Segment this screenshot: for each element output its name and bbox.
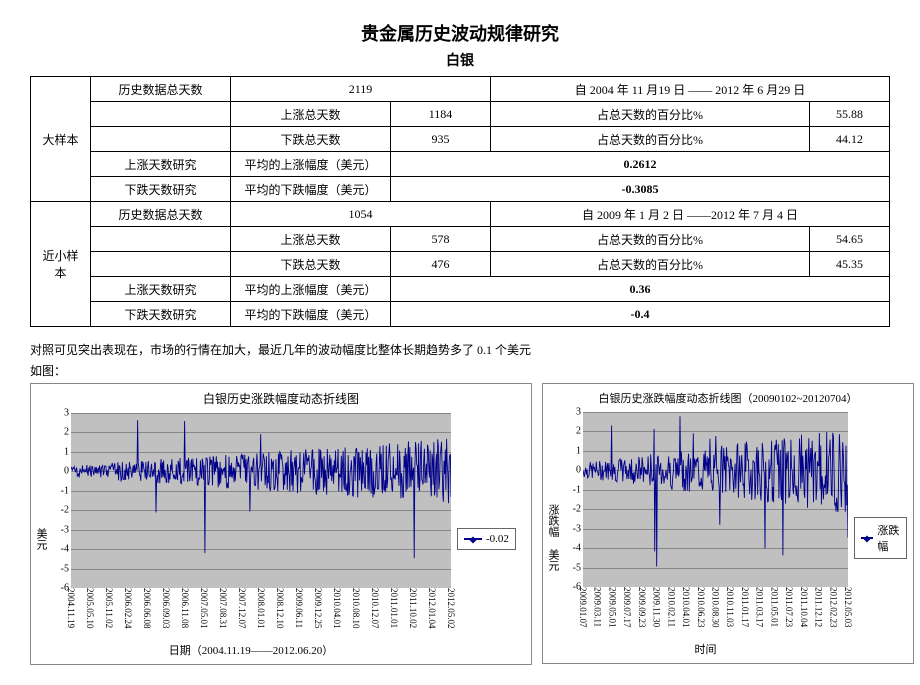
cell bbox=[91, 227, 231, 252]
data-table: 大样本 历史数据总天数 2119 自 2004 年 11 月19 日 —— 20… bbox=[30, 76, 890, 327]
chart-2-legend: 涨跌幅 bbox=[854, 517, 907, 559]
cell: -0.3085 bbox=[391, 177, 890, 202]
cell: 占总天数的百分比% bbox=[491, 252, 810, 277]
cell: 上涨总天数 bbox=[231, 102, 391, 127]
cell: 578 bbox=[391, 227, 491, 252]
cell: 平均的上涨幅度（美元） bbox=[231, 152, 391, 177]
chart-1-legend-text: -0.02 bbox=[486, 533, 509, 545]
cell: 55.88 bbox=[810, 102, 890, 127]
legend-line-icon bbox=[464, 538, 482, 540]
chart-1-xticks: 2004.11.192005.05.102005.11.022006.02.24… bbox=[71, 588, 451, 638]
charts-container: 白银历史涨跌幅度动态折线图 美元 2004.11.192005.05.10200… bbox=[30, 383, 890, 665]
note-line-2: 如图： bbox=[30, 362, 890, 379]
cell: 下跌总天数 bbox=[231, 127, 391, 152]
big-sample-label: 大样本 bbox=[31, 77, 91, 202]
page-subtitle: 白银 bbox=[30, 50, 890, 70]
cell: 自 2009 年 1 月 2 日 ——2012 年 7 月 4 日 bbox=[491, 202, 890, 227]
page-title: 贵金属历史波动规律研究 bbox=[30, 20, 890, 46]
cell: 54.65 bbox=[810, 227, 890, 252]
cell: 0.36 bbox=[391, 277, 890, 302]
cell: 占总天数的百分比% bbox=[491, 227, 810, 252]
cell: 自 2004 年 11 月19 日 —— 2012 年 6 月29 日 bbox=[491, 77, 890, 102]
cell: 历史数据总天数 bbox=[91, 77, 231, 102]
cell: 平均的上涨幅度（美元） bbox=[231, 277, 391, 302]
cell: 44.12 bbox=[810, 127, 890, 152]
chart-1: 白银历史涨跌幅度动态折线图 美元 2004.11.192005.05.10200… bbox=[30, 383, 532, 665]
cell: 平均的下跌幅度（美元） bbox=[231, 177, 391, 202]
cell: 下跌总天数 bbox=[231, 252, 391, 277]
cell: 上涨天数研究 bbox=[91, 277, 231, 302]
cell: 上涨天数研究 bbox=[91, 152, 231, 177]
cell: 历史数据总天数 bbox=[91, 202, 231, 227]
cell: 0.2612 bbox=[391, 152, 890, 177]
cell: 占总天数的百分比% bbox=[491, 102, 810, 127]
chart-2: 白银历史涨跌幅度动态折线图（20090102~20120704） 涨跌幅 美元 … bbox=[542, 383, 914, 664]
chart-2-plot-wrap: 2009.01.072009.03.112009.05.012009.07.17… bbox=[563, 412, 848, 663]
chart-2-title: 白银历史涨跌幅度动态折线图（20090102~20120704） bbox=[543, 384, 913, 412]
chart-2-legend-text: 涨跌幅 bbox=[877, 522, 900, 554]
chart-2-plot bbox=[583, 412, 848, 587]
cell bbox=[91, 102, 231, 127]
chart-1-legend: -0.02 bbox=[457, 528, 516, 550]
cell bbox=[91, 252, 231, 277]
cell: 2119 bbox=[231, 77, 491, 102]
chart-1-xlabel: 日期（2004.11.19——2012.06.20） bbox=[51, 638, 451, 664]
cell: -0.4 bbox=[391, 302, 890, 327]
chart-1-title: 白银历史涨跌幅度动态折线图 bbox=[31, 384, 531, 413]
cell: 1184 bbox=[391, 102, 491, 127]
cell: 935 bbox=[391, 127, 491, 152]
cell: 占总天数的百分比% bbox=[491, 127, 810, 152]
cell: 上涨总天数 bbox=[231, 227, 391, 252]
note-line-1: 对照可见突出表现在，市场的行情在加大，最近几年的波动幅度比整体长期趋势多了 0.… bbox=[30, 341, 890, 358]
small-sample-label: 近小样本 bbox=[31, 202, 91, 327]
cell: 下跌天数研究 bbox=[91, 177, 231, 202]
chart-1-plot-wrap: 2004.11.192005.05.102005.11.022006.02.24… bbox=[51, 413, 451, 664]
chart-1-plot bbox=[71, 413, 451, 588]
cell: 45.35 bbox=[810, 252, 890, 277]
legend-line-icon bbox=[861, 537, 873, 539]
chart-2-xlabel: 时间 bbox=[563, 637, 848, 663]
cell: 1054 bbox=[231, 202, 491, 227]
cell bbox=[91, 127, 231, 152]
cell: 下跌天数研究 bbox=[91, 302, 231, 327]
cell: 476 bbox=[391, 252, 491, 277]
cell: 平均的下跌幅度（美元） bbox=[231, 302, 391, 327]
chart-1-ylabel: 美元 bbox=[31, 413, 51, 664]
chart-2-ylabel: 涨跌幅 美元 bbox=[543, 412, 563, 663]
chart-2-xticks: 2009.01.072009.03.112009.05.012009.07.17… bbox=[583, 587, 848, 637]
